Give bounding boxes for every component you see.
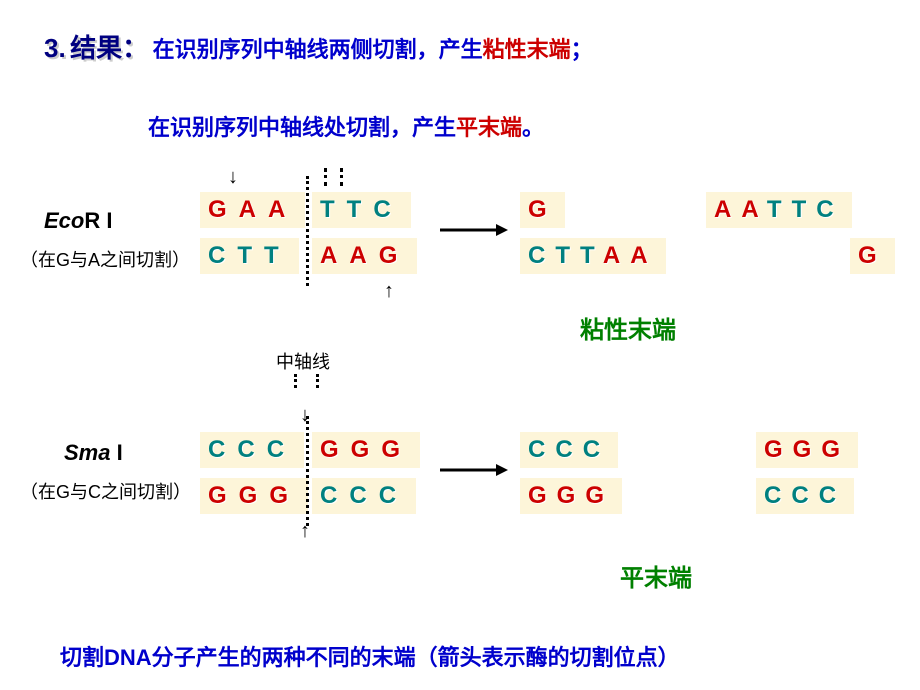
enzyme2-italic: Sma [64, 440, 110, 465]
enzyme2-sub: （在G与C之间切割） [20, 478, 191, 504]
title-line2-a: 在识别序列中轴线处切割，产生 [148, 115, 456, 140]
e2-axis-dotted [306, 416, 309, 526]
e1-top-left: GAA [200, 192, 305, 228]
title-line2-b: 平末端 [456, 115, 522, 140]
e2-bot-left: GGG [200, 478, 308, 514]
e1-axis-dot-top [324, 168, 327, 186]
e1-axis-dotted [306, 176, 309, 286]
reaction-arrow-2 [440, 460, 510, 480]
title-line1-c: ； [571, 37, 593, 62]
axis-label: 中轴线 [276, 348, 330, 374]
e1-top-right: TTC [312, 192, 411, 228]
e2-prod-bot-r: CCC [756, 478, 854, 514]
title-line1-b: 粘性末端 [483, 37, 571, 62]
e2-top-right: GGG [312, 432, 420, 468]
axis-dot1 [294, 374, 297, 388]
enzyme1-name: EcoR I [44, 208, 112, 234]
e1-bot-right: AAG [312, 238, 417, 274]
title-line1-a: 在识别序列中轴线两侧切割，产生 [153, 37, 483, 62]
title-label: 结果： [70, 33, 148, 63]
e1-prod-top-l: G [520, 192, 565, 228]
e2-cut-arrow-up: ↑ [300, 520, 310, 543]
e1-cut-arrow-down: ↓ [228, 166, 238, 189]
e2-bot-right: CCC [312, 478, 416, 514]
section-title: 3. 结果： 在识别序列中轴线两侧切割，产生粘性末端； [44, 28, 593, 65]
title-number: 3. [44, 33, 66, 63]
axis-dot2 [316, 374, 319, 388]
e2-prod-bot-l: GGG [520, 478, 622, 514]
e2-top-left: CCC [200, 432, 304, 468]
enzyme1-sub: （在G与A之间切割） [20, 246, 190, 272]
e2-cut-arrow-down: ↓ [300, 404, 310, 427]
enzyme1-rest: R I [84, 208, 112, 233]
enzyme1-italic: Eco [44, 208, 84, 233]
title-line2-c: 。 [522, 115, 544, 140]
e2-prod-top-r: GGG [756, 432, 858, 468]
enzyme2-name: Sma I [64, 440, 123, 466]
result-sticky-end: 粘性末端 [580, 310, 676, 345]
e1-cut-arrow-up: ↑ [384, 280, 394, 303]
e1-prod-top-r: AATTC [706, 192, 852, 228]
e1-bot-left: CTT [200, 238, 299, 274]
e2-prod-top-l: CCC [520, 432, 618, 468]
reaction-arrow-1 [440, 220, 510, 240]
enzyme2-rest: I [110, 440, 122, 465]
bottom-caption: 切割DNA分子产生的两种不同的末端（箭头表示酶的切割位点） [60, 640, 680, 672]
result-blunt-end: 平末端 [620, 558, 692, 593]
e1-prod-bot-r: G [850, 238, 895, 274]
e1-prod-bot-l: CTTAA [520, 238, 666, 274]
section-title-line2: 在识别序列中轴线处切割，产生平末端。 [148, 110, 544, 142]
e1-axis-dot-top2 [340, 168, 343, 186]
